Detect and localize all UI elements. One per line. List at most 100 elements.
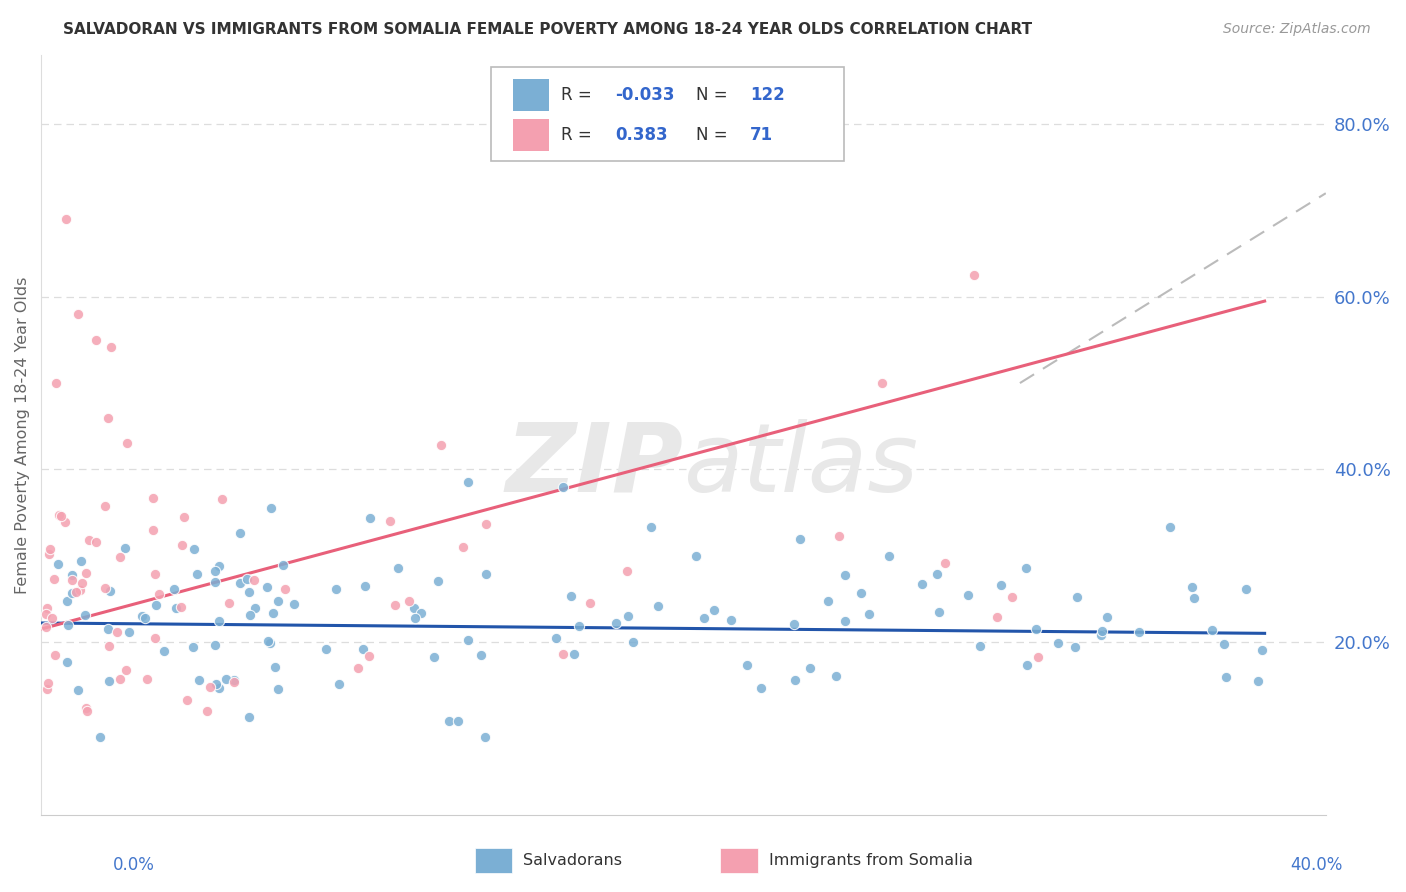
Point xyxy=(990,578,1012,592)
Point xyxy=(205,677,228,691)
Point xyxy=(568,619,591,633)
Point xyxy=(617,608,640,623)
Point xyxy=(229,526,252,541)
Point xyxy=(353,579,375,593)
Point xyxy=(94,581,117,595)
Point xyxy=(211,491,233,506)
Point xyxy=(46,557,69,571)
Point xyxy=(616,564,638,578)
Point xyxy=(910,577,932,591)
Point xyxy=(380,514,402,528)
Text: 0.383: 0.383 xyxy=(616,126,668,144)
Point xyxy=(35,607,58,621)
Point xyxy=(100,340,122,354)
Point xyxy=(817,594,839,608)
Point xyxy=(229,576,252,591)
Point xyxy=(207,558,229,573)
Point xyxy=(76,704,98,718)
Point xyxy=(427,574,450,589)
Point xyxy=(578,596,600,610)
Point xyxy=(404,601,426,615)
Point xyxy=(693,611,716,625)
Point xyxy=(86,534,108,549)
Point xyxy=(720,613,742,627)
Point xyxy=(44,648,66,663)
Point xyxy=(264,660,287,674)
Point xyxy=(1212,637,1234,651)
Point xyxy=(799,661,821,675)
Point xyxy=(562,647,585,661)
Point xyxy=(1015,657,1038,672)
Point xyxy=(97,410,120,425)
Text: N =: N = xyxy=(696,86,733,103)
Point xyxy=(749,681,772,695)
Point xyxy=(108,550,131,565)
Text: N =: N = xyxy=(696,126,733,144)
Point xyxy=(828,529,851,543)
Point xyxy=(274,582,297,596)
Point xyxy=(169,599,191,614)
Point xyxy=(145,598,167,612)
Point xyxy=(143,567,166,582)
Point xyxy=(98,674,121,689)
Point xyxy=(925,567,948,582)
Point xyxy=(256,580,278,594)
Point xyxy=(245,601,267,615)
Point xyxy=(77,533,100,547)
Point xyxy=(1128,625,1150,640)
Point xyxy=(352,642,374,657)
Point xyxy=(621,635,644,649)
Point xyxy=(1250,643,1272,657)
Point xyxy=(703,603,725,617)
Text: R =: R = xyxy=(561,86,598,103)
Point xyxy=(239,608,262,623)
Point xyxy=(1091,624,1114,638)
Point xyxy=(218,596,240,610)
Point xyxy=(45,376,67,390)
Point xyxy=(437,714,460,728)
Point xyxy=(928,606,950,620)
Point xyxy=(409,606,432,620)
Point xyxy=(963,268,986,283)
Point xyxy=(49,508,72,523)
Point xyxy=(35,601,58,615)
Point xyxy=(398,594,420,608)
Point xyxy=(183,542,205,557)
FancyBboxPatch shape xyxy=(491,67,844,161)
Point xyxy=(60,573,83,587)
Point xyxy=(60,568,83,582)
Point xyxy=(315,642,337,657)
FancyBboxPatch shape xyxy=(475,848,512,872)
Point xyxy=(257,633,280,648)
Point xyxy=(208,615,231,629)
Text: Source: ZipAtlas.com: Source: ZipAtlas.com xyxy=(1223,22,1371,37)
Point xyxy=(170,538,193,552)
Point xyxy=(66,307,89,321)
Point xyxy=(640,520,662,534)
Point xyxy=(187,673,209,687)
Point xyxy=(114,541,136,556)
Point xyxy=(267,681,290,696)
Point xyxy=(1001,590,1024,604)
Point xyxy=(1064,640,1087,654)
Point xyxy=(115,436,138,450)
Point xyxy=(204,574,226,589)
Point xyxy=(685,549,707,564)
Point xyxy=(148,587,170,601)
Point xyxy=(70,575,93,590)
Point xyxy=(1090,628,1112,642)
Point xyxy=(969,639,991,653)
Point xyxy=(97,639,120,653)
Text: ZIP: ZIP xyxy=(506,418,683,512)
Point xyxy=(877,549,900,564)
Text: R =: R = xyxy=(561,126,598,144)
Point xyxy=(834,568,856,582)
Point xyxy=(783,617,806,632)
Point xyxy=(872,376,894,390)
Point xyxy=(115,663,138,677)
Point xyxy=(384,598,406,612)
Point xyxy=(986,610,1008,624)
Point xyxy=(262,606,284,620)
Point xyxy=(69,553,91,567)
Point xyxy=(66,682,89,697)
